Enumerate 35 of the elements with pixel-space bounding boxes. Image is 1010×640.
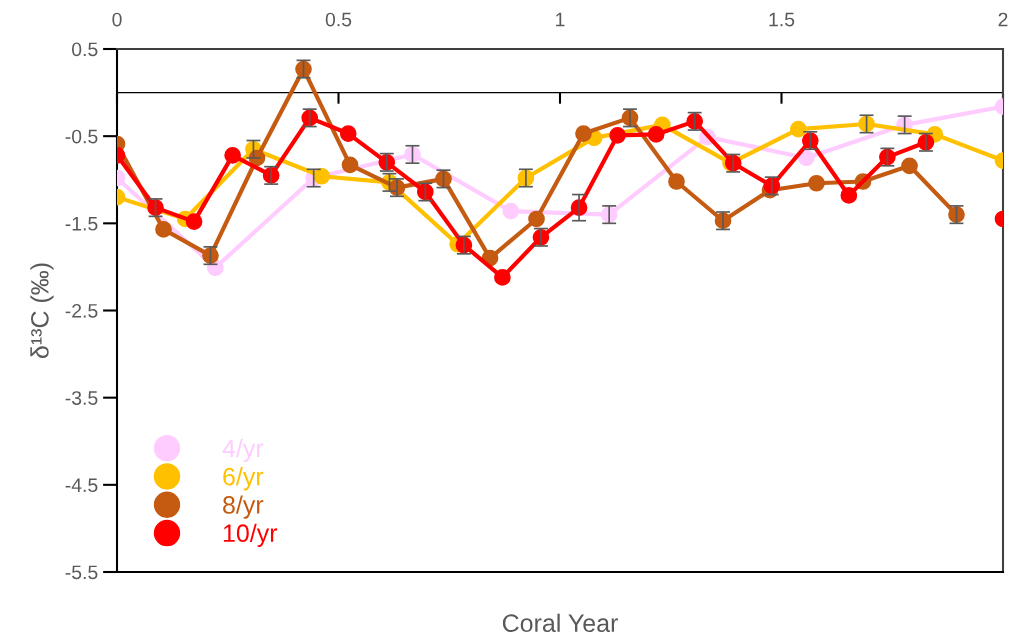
legend-label: 6/yr (223, 467, 264, 491)
legend-label: 8/yr (223, 495, 264, 519)
y-tick-label: 0.5 (71, 42, 98, 57)
y-tick-label: -3.5 (65, 391, 98, 405)
point (313, 167, 331, 185)
y-tick-label: -0.5 (65, 129, 98, 144)
x-tick-label: 0.5 (325, 12, 352, 27)
y-tick-label: -4.5 (65, 478, 98, 493)
point (155, 221, 172, 238)
point (668, 173, 685, 190)
x-tick-label: 0 (112, 12, 122, 27)
legend-label: 10/yr (223, 523, 278, 547)
point (502, 202, 520, 220)
y-tick-label: -1.5 (65, 217, 98, 231)
point (575, 125, 592, 142)
point (647, 126, 665, 143)
point (185, 213, 203, 230)
point (339, 125, 357, 142)
y-tick-label: -5.5 (65, 565, 98, 580)
y-axis-title: δ¹³C (‰) (30, 263, 54, 359)
x-tick-label: 1 (556, 12, 565, 27)
point (224, 147, 241, 164)
x-tick-label: 1.5 (769, 12, 795, 27)
point (609, 126, 626, 144)
x-tick-label: 2 (998, 12, 1008, 27)
y-tick-label: -2.5 (65, 303, 98, 318)
point (528, 210, 545, 228)
point (840, 187, 858, 204)
point (494, 269, 511, 286)
point (901, 157, 918, 175)
point (789, 120, 807, 138)
point (808, 174, 825, 192)
point (797, 149, 815, 167)
point (341, 156, 359, 174)
x-axis-title: Coral Year (502, 613, 618, 633)
